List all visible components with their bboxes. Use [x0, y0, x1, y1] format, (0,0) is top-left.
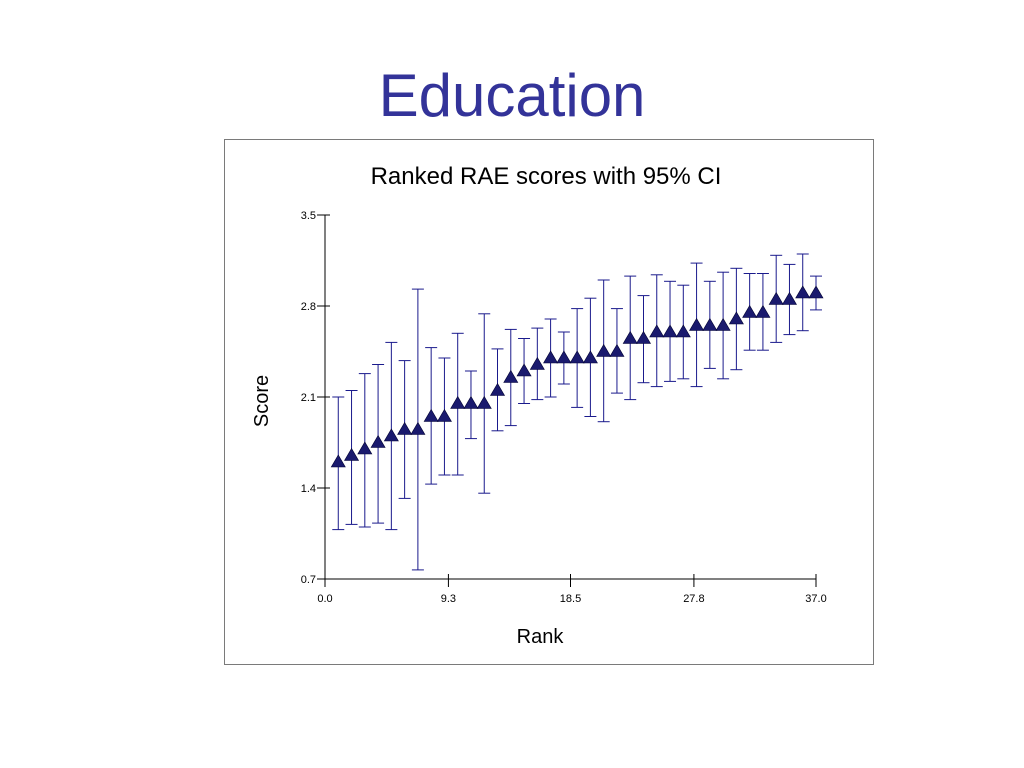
y-tick-label: 2.8 [301, 301, 316, 313]
y-tick-label: 2.1 [301, 392, 316, 404]
data-point-marker [715, 317, 731, 331]
data-point-marker [556, 350, 572, 364]
data-point-marker [529, 356, 545, 370]
data-point-marker [742, 304, 758, 318]
data-point-marker [344, 447, 360, 461]
chart-canvas: Ranked RAE scores with 95% CI Rank Score… [251, 163, 827, 648]
slide-title: Education [378, 62, 646, 129]
data-point-marker [755, 304, 771, 318]
y-tick-label: 1.4 [301, 483, 316, 495]
data-point-marker [596, 343, 612, 357]
data-point-marker [768, 291, 784, 305]
data-point-marker [423, 408, 439, 422]
data-point-marker [450, 395, 466, 409]
data-series [330, 253, 824, 571]
data-point-marker [357, 441, 373, 455]
chart-frame: Ranked RAE scores with 95% CI Rank Score… [224, 139, 874, 665]
y-tick-label: 0.7 [301, 574, 316, 586]
data-point-marker [728, 311, 744, 325]
x-tick-label: 18.5 [560, 593, 581, 605]
data-point-marker [410, 421, 426, 435]
data-point-marker [582, 350, 598, 364]
data-point-marker [383, 428, 399, 442]
chart-title: Ranked RAE scores with 95% CI [371, 163, 722, 190]
x-tick-label: 37.0 [805, 593, 826, 605]
data-point-marker [463, 395, 479, 409]
x-tick-label: 27.8 [683, 593, 704, 605]
axes [317, 214, 817, 587]
x-axis-title: Rank [517, 626, 565, 648]
data-point-marker [609, 343, 625, 357]
data-point-marker [808, 285, 824, 299]
y-axis-title: Score [251, 375, 273, 427]
data-point-marker [397, 421, 413, 435]
data-point-marker [795, 285, 811, 299]
data-point-marker [635, 330, 652, 344]
data-point-marker [569, 350, 585, 364]
data-point-marker [543, 350, 559, 364]
tick-labels: 0.7 1.4 2.1 2.8 3.5 0.0 9.3 18.5 27.8 37.0 [301, 210, 827, 605]
data-point-marker [675, 324, 691, 338]
data-point-marker [702, 317, 718, 331]
data-point-marker [689, 317, 705, 331]
x-tick-label: 9.3 [441, 593, 456, 605]
x-tick-label: 0.0 [317, 593, 332, 605]
data-point-marker [516, 363, 532, 377]
data-point-marker [330, 454, 346, 468]
data-point-marker [370, 434, 386, 448]
data-point-marker [662, 324, 678, 338]
data-point-marker [622, 330, 638, 344]
data-point-marker [781, 291, 797, 305]
y-tick-label: 3.5 [301, 210, 316, 222]
data-point-marker [649, 324, 665, 338]
data-point-marker [489, 382, 506, 396]
data-point-marker [436, 408, 452, 422]
data-point-marker [476, 395, 492, 409]
data-point-marker [503, 369, 519, 383]
